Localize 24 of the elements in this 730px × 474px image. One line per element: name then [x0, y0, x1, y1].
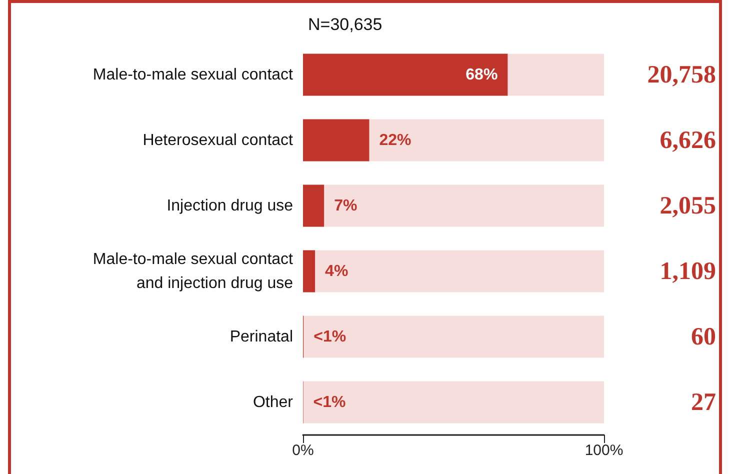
data-label: <1%	[314, 328, 346, 346]
text: 27	[691, 388, 716, 416]
chart-title: N=30,635	[308, 15, 382, 34]
y-tick-label: Other	[252, 394, 294, 411]
y-tick-label: Male-to-male sexual contact	[92, 66, 294, 84]
data-label: 22%	[379, 132, 412, 149]
text: 6,626	[660, 126, 716, 154]
y-tick-label: Male-to-male sexual contact and injection drug use	[92, 250, 294, 292]
data-label: 68%	[466, 66, 498, 84]
x-tick-label: 100%	[584, 442, 624, 459]
y-tick-label: Heterosexual contact	[142, 132, 294, 149]
x-tick-label: 0%	[292, 442, 314, 459]
data-label: <1%	[313, 394, 346, 411]
text: 60	[691, 323, 716, 350]
text: 20,758	[647, 61, 716, 88]
bar	[303, 250, 316, 292]
data-label: 7%	[334, 197, 358, 214]
y-tick-label: Injection drug use	[166, 197, 294, 214]
y-tick-label: Perinatal	[230, 328, 293, 346]
bar	[303, 184, 324, 227]
bar	[303, 119, 370, 162]
text: 2,055	[660, 192, 716, 220]
data-label: 4%	[325, 262, 348, 280]
text: 1,109	[660, 258, 716, 285]
